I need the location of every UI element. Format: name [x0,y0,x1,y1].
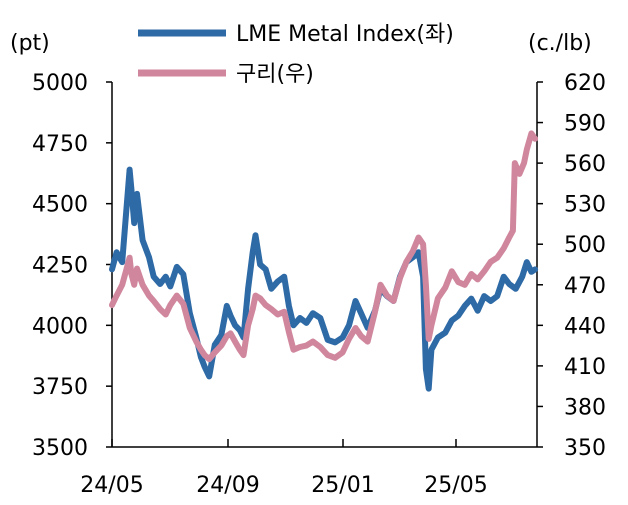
left-tick-label: 4000 [32,314,88,339]
left-tick-label: 4250 [32,254,88,279]
series-line-lme [109,166,539,392]
right-axis-unit: (c./lb) [528,31,592,56]
x-tick-label: 24/05 [80,473,143,498]
right-tick-label: 560 [564,152,606,177]
right-tick-label: 440 [564,314,606,339]
x-tick-label: 25/01 [311,473,374,498]
left-tick-label: 3500 [32,436,88,461]
right-tick-label: 620 [564,71,606,96]
series-group [109,130,539,392]
right-tick-label: 380 [564,395,606,420]
left-tick-label: 4750 [32,132,88,157]
legend-label-lme: LME Metal Index(좌) [236,22,454,47]
legend: LME Metal Index(좌) 구리(우) [138,22,454,87]
left-tick-label: 4500 [32,193,88,218]
right-tick-label: 530 [564,193,606,218]
left-tick-label: 5000 [32,71,88,96]
right-axis-ticks: 620 590 560 530 500 470 440 410 380 350 [537,71,606,461]
legend-label-copper: 구리(우) [236,62,314,87]
x-axis-ticks: 24/05 24/09 25/01 25/05 [80,439,488,498]
x-tick-label: 24/09 [196,473,259,498]
left-axis-ticks: 5000 4750 4500 4250 4000 3750 3500 [32,71,112,461]
left-axis-unit: (pt) [10,31,50,56]
right-tick-label: 500 [564,233,606,258]
right-tick-label: 350 [564,436,606,461]
right-tick-label: 590 [564,112,606,137]
series-line-copper [109,130,539,363]
left-tick-label: 3750 [32,375,88,400]
right-tick-label: 410 [564,355,606,380]
right-tick-label: 470 [564,274,606,299]
x-tick-label: 25/05 [424,473,487,498]
